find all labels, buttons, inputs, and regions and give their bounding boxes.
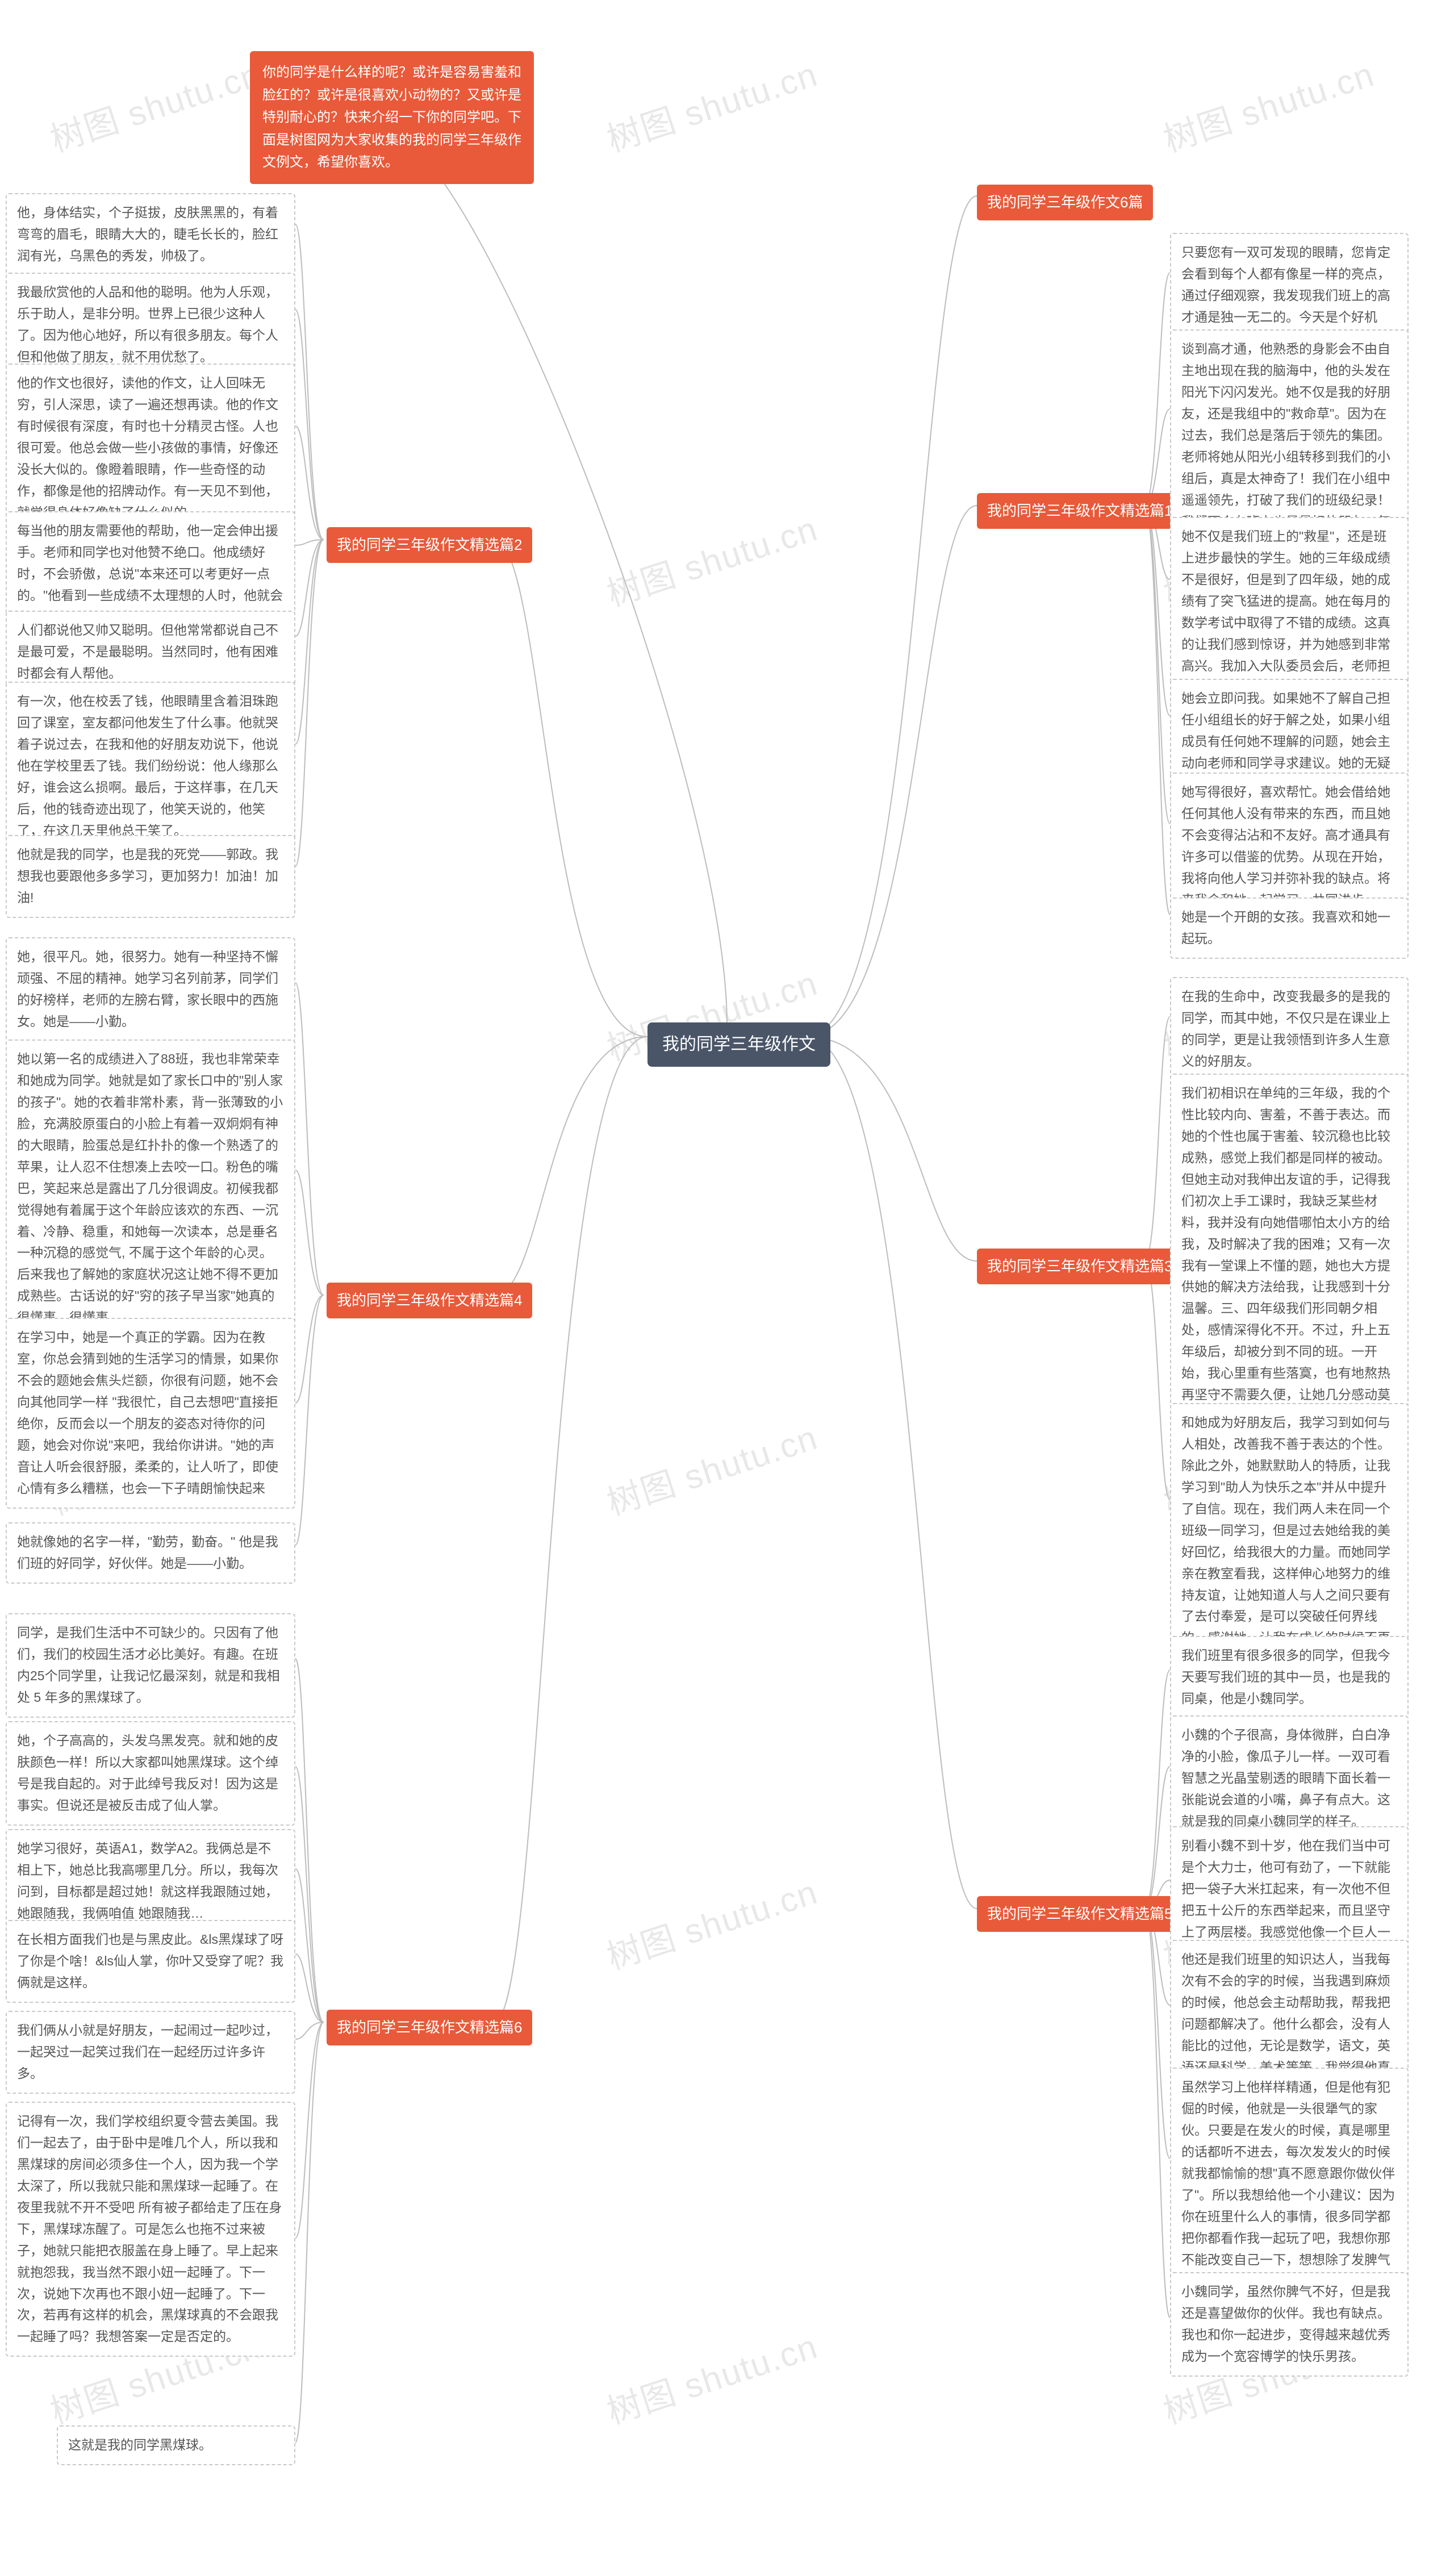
watermark: 树图 shutu.cn <box>43 47 267 162</box>
leaf-s4-1: 她，很平凡。她，很努力。她有一种坚持不懈顽强、不屈的精神。她学习名列前茅，同学们… <box>6 937 295 1042</box>
section-5: 我的同学三年级作文精选篇5 <box>977 1896 1183 1932</box>
leaf-s6-4: 在长相方面我们也是与黑皮此。&ls黑煤球了呀了你是个啥！&ls仙人掌，你叶又受穿… <box>6 1920 295 2003</box>
watermark: 树图 shutu.cn <box>600 502 824 616</box>
leaf-s2-3: 他的作文也很好，读他的作文，让人回味无穷，引人深思，读了一遍还想再读。他的作文有… <box>6 364 295 533</box>
leaf-s2-6: 有一次，他在校丢了钱，他眼睛里含着泪珠跑回了课室，室友都问他发生了什么事。他就哭… <box>6 682 295 851</box>
section-2: 我的同学三年级作文精选篇2 <box>327 527 532 563</box>
leaf-s5-1: 我们班里有很多很多的同学，但我今天要写我们班的其中一员，也是我的同桌，他是小魏同… <box>1170 1636 1409 1719</box>
watermark: 树图 shutu.cn <box>600 1410 824 1525</box>
watermark: 树图 shutu.cn <box>600 47 824 162</box>
leaf-s4-3: 在学习中，她是一个真正的学霸。因为在教室，你总会猜到她的生活学习的情景，如果你不… <box>6 1318 295 1509</box>
leaf-s2-5: 人们都说他又帅又聪明。但他常常都说自己不是最可爱，不是最聪明。当然同时，他有困难… <box>6 611 295 694</box>
leaf-s1-6: 她是一个开朗的女孩。我喜欢和她一起玩。 <box>1170 897 1409 959</box>
leaf-s2-1: 他，身体结实，个子挺拔，皮肤黑黑的，有着弯弯的眉毛，眼睛大大的，睫毛长长的，脸红… <box>6 193 295 276</box>
leaf-s4-4: 她就像她的名字一样，"勤劳，勤奋。" 他是我们班的好同学，好伙伴。她是——小勤。 <box>6 1522 295 1584</box>
section-1: 我的同学三年级作文精选篇1 <box>977 493 1183 529</box>
leaf-s6-2: 她，个子高高的，头发乌黑发亮。就和她的皮肤颜色一样！所以大家都叫她黑煤球。这个绰… <box>6 1721 295 1826</box>
section-6-pieces: 我的同学三年级作文6篇 <box>977 185 1153 220</box>
watermark: 树图 shutu.cn <box>600 2319 824 2434</box>
section-4: 我的同学三年级作文精选篇4 <box>327 1283 532 1318</box>
leaf-s5-6: 小魏同学，虽然你脾气不好，但是我还是喜望做你的伙伴。我也有缺点。我也和你一起进步… <box>1170 2272 1409 2377</box>
leaf-s6-3: 她学习很好，英语A1，数学A2。我俩总是不相上下，她总比我高哪里几分。所以，我每… <box>6 1829 295 1934</box>
section-3: 我的同学三年级作文精选篇3 <box>977 1249 1183 1284</box>
leaf-s6-5: 我们俩从小就是好朋友，一起闹过一起吵过，一起哭过一起笑过我们在一起经历过许多许多… <box>6 2011 295 2094</box>
section-6: 我的同学三年级作文精选篇6 <box>327 2010 532 2045</box>
watermark: 树图 shutu.cn <box>600 1865 824 1980</box>
leaf-s6-1: 同学，是我们生活中不可缺少的。只因有了他们，我们的校园生活才必比美好。有趣。在班… <box>6 1613 295 1718</box>
leaf-s5-2: 小魏的个子很高，身体微胖，白白净净的小脸，像瓜子儿一样。一双可看智慧之光晶莹剔透… <box>1170 1715 1409 1842</box>
center-title: 我的同学三年级作文 <box>647 1022 830 1067</box>
leaf-s3-1: 在我的生命中，改变我最多的是我的同学，而其中她，不仅只是在课业上的同学，更是让我… <box>1170 977 1409 1082</box>
intro-block: 你的同学是什么样的呢？或许是容易害羞和脸红的？或许是很喜欢小动物的？又或许是特别… <box>250 51 534 184</box>
leaf-s2-7: 他就是我的同学，也是我的死党——郭政。我想我也要跟他多多学习，更加努力！加油！加… <box>6 835 295 918</box>
leaf-s4-2: 她以第一名的成绩进入了88班，我也非常荣幸和她成为同学。她就是如了家长口中的"别… <box>6 1039 295 1338</box>
watermark: 树图 shutu.cn <box>1156 47 1380 162</box>
leaf-s6-7: 这就是我的同学黑煤球。 <box>57 2425 295 2465</box>
leaf-s6-6: 记得有一次，我们学校组织夏令营去美国。我们一起去了，由于卧中是唯几个人，所以我和… <box>6 2102 295 2357</box>
leaf-s2-2: 我最欣赏他的人品和他的聪明。他为人乐观，乐于助人，是非分明。世界上已很少这种人了… <box>6 273 295 377</box>
